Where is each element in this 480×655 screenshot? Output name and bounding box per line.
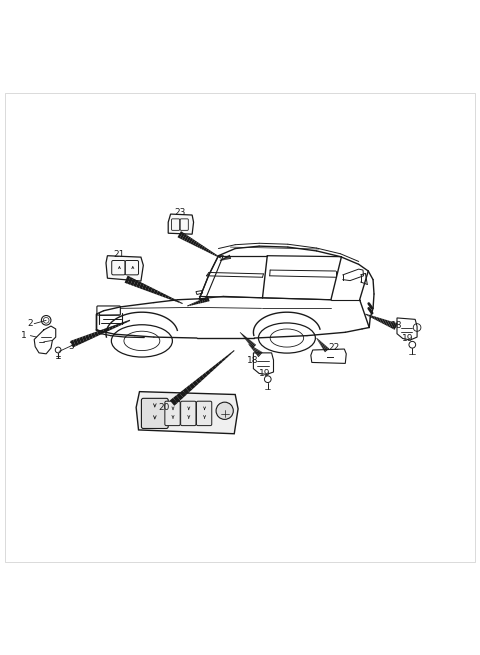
Text: 23: 23 — [174, 208, 185, 217]
Text: 22: 22 — [328, 343, 340, 352]
Polygon shape — [168, 214, 193, 234]
Text: 19: 19 — [259, 369, 271, 378]
Text: 18: 18 — [391, 320, 402, 329]
Text: 20: 20 — [158, 403, 170, 412]
Circle shape — [216, 402, 233, 419]
Text: 21: 21 — [114, 250, 125, 259]
FancyBboxPatch shape — [165, 402, 180, 426]
Text: 2: 2 — [27, 319, 33, 328]
Text: 1: 1 — [21, 331, 26, 340]
Polygon shape — [106, 255, 144, 281]
Text: 18: 18 — [247, 356, 259, 365]
Text: 19: 19 — [402, 335, 413, 343]
Text: 3: 3 — [69, 342, 74, 351]
FancyBboxPatch shape — [196, 402, 212, 426]
Polygon shape — [136, 392, 238, 434]
FancyBboxPatch shape — [142, 398, 168, 428]
FancyBboxPatch shape — [180, 402, 196, 426]
